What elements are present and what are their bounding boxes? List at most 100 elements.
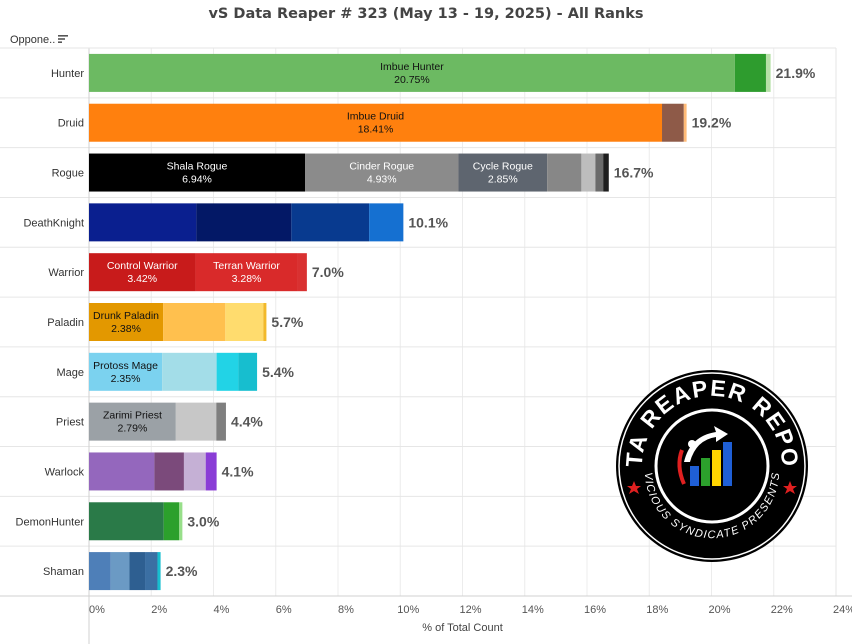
x-tick-label: 16%	[584, 604, 606, 616]
bar-total-label: 16.7%	[614, 165, 654, 181]
category-label: Rogue	[52, 168, 84, 180]
bar-segment	[154, 452, 184, 491]
x-tick-label: 12%	[459, 604, 481, 616]
bar-segment	[89, 502, 164, 541]
x-tick-label: 8%	[338, 604, 354, 616]
bar-total-label: 2.3%	[166, 563, 198, 579]
x-tick-label: 18%	[646, 604, 668, 616]
sort-icon[interactable]	[57, 33, 69, 45]
bar-segment	[205, 452, 217, 491]
chart-title: vS Data Reaper # 323 (May 13 - 19, 2025)…	[208, 6, 644, 22]
x-tick-label: 4%	[214, 604, 230, 616]
bar-segment	[305, 153, 459, 192]
segment-value-label: 6.94%	[182, 174, 212, 186]
segment-label: Drunk Paladin	[93, 310, 159, 322]
bar-segment	[297, 253, 307, 292]
bar-segment	[683, 103, 687, 142]
bar-segment	[89, 402, 176, 441]
category-label: DeathKnight	[23, 217, 84, 229]
bar-total-label: 19.2%	[692, 115, 732, 131]
segment-value-label: 4.93%	[367, 174, 397, 186]
category-label: Priest	[56, 417, 84, 429]
category-label: Shaman	[43, 566, 84, 578]
bar-segment	[196, 203, 292, 242]
logo-bar-graph-icon	[677, 426, 732, 486]
bar-total-label: 5.7%	[271, 314, 303, 330]
bar-segment	[157, 552, 161, 591]
segment-label: Control Warrior	[107, 260, 178, 272]
x-tick-label: 24%	[833, 604, 852, 616]
segment-label: Zarimi Priest	[103, 410, 162, 422]
segment-label: Cinder Rogue	[349, 161, 414, 173]
bar-segment	[163, 502, 180, 541]
segment-value-label: 3.28%	[232, 273, 262, 285]
x-tick-label: 10%	[397, 604, 419, 616]
category-label: Hunter	[51, 68, 84, 80]
category-label: DemonHunter	[16, 516, 85, 528]
category-label: Mage	[56, 367, 84, 379]
segment-label: Imbue Hunter	[380, 61, 444, 73]
bar-segment	[263, 303, 267, 341]
bar-segment	[734, 53, 766, 92]
bar-segment	[216, 402, 226, 441]
bar-segment	[89, 153, 306, 192]
bar-segment	[163, 303, 226, 341]
segment-value-label: 2.85%	[488, 174, 518, 186]
bar-segment	[145, 552, 158, 591]
bar-segment	[129, 552, 146, 591]
segment-label: Terran Warrior	[213, 260, 280, 272]
category-label: Warlock	[45, 466, 85, 478]
bar-segment	[369, 203, 404, 242]
bar-segment	[110, 552, 130, 591]
x-axis-title: % of Total Count	[422, 622, 503, 634]
x-tick-label: 14%	[522, 604, 544, 616]
segment-label: Shala Rogue	[167, 161, 228, 173]
bar-segment	[89, 103, 663, 142]
bar-total-label: 10.1%	[408, 214, 448, 230]
bar-total-label: 5.4%	[262, 364, 294, 380]
bar-segment	[581, 153, 596, 192]
bar-segment	[225, 303, 264, 341]
bar-segment	[547, 153, 582, 192]
category-label: Warrior	[48, 267, 84, 279]
x-tick-label: 20%	[708, 604, 730, 616]
bar-segment	[89, 352, 163, 391]
bar-segment	[89, 303, 164, 341]
bar-segment	[662, 103, 684, 142]
bar-segment	[765, 53, 771, 92]
bar-segment	[162, 352, 217, 391]
bar-segment	[458, 153, 548, 192]
bar-segment	[89, 552, 111, 591]
segment-label: Protoss Mage	[93, 360, 158, 372]
bar-total-label: 7.0%	[312, 264, 344, 280]
x-tick-label: 6%	[276, 604, 292, 616]
bar-total-label: 4.1%	[222, 463, 254, 479]
segment-value-label: 20.75%	[394, 74, 430, 86]
x-tick-label: 2%	[151, 604, 167, 616]
bar-segment	[89, 452, 155, 491]
segment-value-label: 2.79%	[118, 423, 148, 435]
bar-segment	[183, 452, 206, 491]
bar-segment	[238, 352, 258, 391]
bar-segment	[195, 253, 298, 292]
segment-label: Imbue Druid	[347, 111, 404, 123]
segment-value-label: 18.41%	[358, 124, 394, 136]
bar-segment	[595, 153, 604, 192]
bar-total-label: 3.0%	[187, 513, 219, 529]
segment-value-label: 2.38%	[111, 323, 141, 335]
logo-star-icon	[627, 481, 797, 494]
data-reaper-report-logo: DATA REAPER REPORT VICIOUS SYNDICATE PRE…	[612, 366, 808, 562]
category-label: Druid	[58, 118, 84, 130]
bar-segment	[89, 203, 197, 242]
bar-segment	[216, 352, 239, 391]
x-tick-label: 22%	[771, 604, 793, 616]
category-label: Paladin	[47, 317, 84, 329]
segment-label: Cycle Rogue	[473, 161, 533, 173]
x-tick-label: 0%	[89, 604, 105, 616]
bar-total-label: 21.9%	[776, 65, 816, 81]
bar-segment	[175, 402, 217, 441]
row-header-opponent[interactable]: Oppone..	[10, 34, 56, 46]
segment-value-label: 3.42%	[127, 273, 157, 285]
bar-segment	[89, 53, 735, 92]
